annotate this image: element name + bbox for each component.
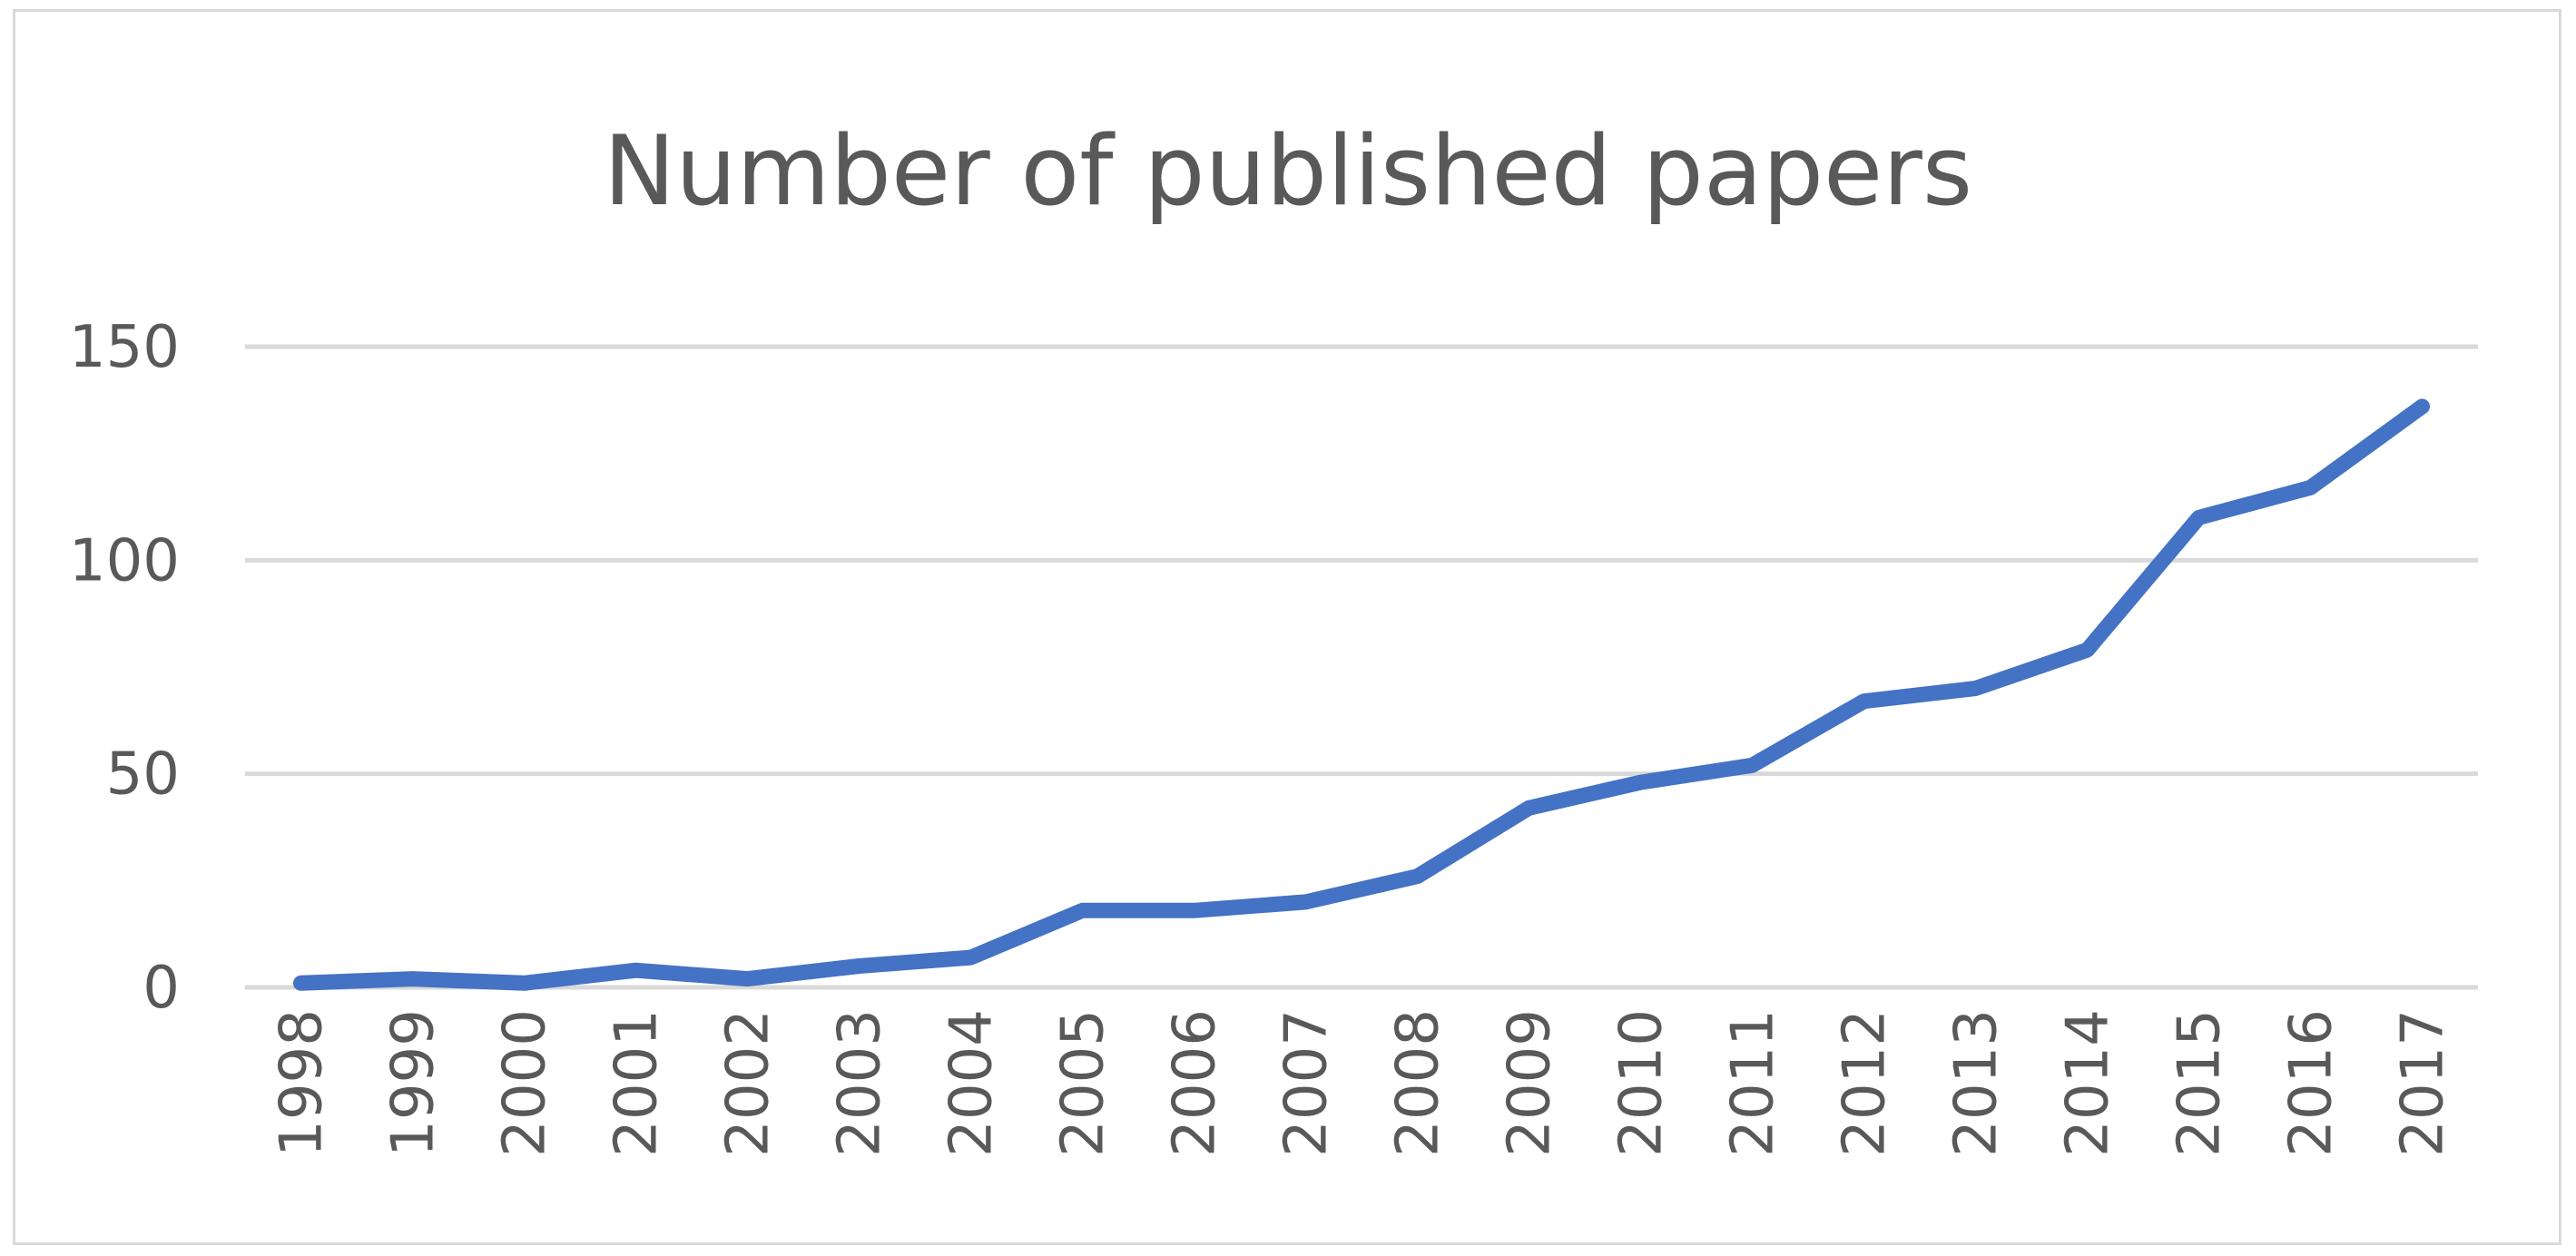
chart-title: Number of published papers bbox=[604, 115, 1972, 227]
x-tick-label: 2007 bbox=[1273, 1009, 1341, 1157]
x-tick-label: 2013 bbox=[1943, 1009, 2011, 1157]
y-tick-label: 0 bbox=[143, 955, 180, 1022]
x-tick-label: 2008 bbox=[1385, 1009, 1452, 1157]
x-axis: 1998 1999 2000 2001 2002 2003 2004 2005 2006 2007… bbox=[269, 1009, 2457, 1157]
x-tick-label: 2002 bbox=[715, 1009, 782, 1157]
series-line bbox=[293, 398, 2430, 991]
x-tick-label: 2003 bbox=[827, 1009, 894, 1157]
y-axis: 0 50 100 150 bbox=[69, 314, 180, 1022]
y-tick-label: 100 bbox=[69, 527, 180, 594]
series-layer bbox=[293, 398, 2430, 991]
x-tick-label: 2009 bbox=[1497, 1009, 1564, 1157]
y-tick-label: 150 bbox=[69, 314, 180, 381]
x-tick-label: 2010 bbox=[1608, 1009, 1676, 1157]
x-tick-label: 2014 bbox=[2055, 1009, 2122, 1157]
x-tick-label: 2001 bbox=[604, 1009, 671, 1157]
x-tick-label: 2006 bbox=[1162, 1009, 1229, 1157]
gridlines bbox=[245, 344, 2478, 990]
x-tick-label: 2000 bbox=[492, 1009, 559, 1157]
x-tick-label: 2016 bbox=[2278, 1009, 2345, 1157]
x-tick-label: 1998 bbox=[269, 1009, 336, 1157]
x-tick-label: 2017 bbox=[2390, 1009, 2457, 1157]
y-tick-label: 50 bbox=[106, 741, 180, 809]
x-tick-label: 2015 bbox=[2167, 1009, 2234, 1157]
x-tick-label: 2012 bbox=[1832, 1009, 1899, 1157]
x-tick-label: 2004 bbox=[939, 1009, 1006, 1157]
x-tick-label: 1999 bbox=[380, 1009, 447, 1157]
chart-frame bbox=[13, 9, 2561, 1245]
x-tick-label: 2005 bbox=[1050, 1009, 1117, 1157]
x-tick-label: 2011 bbox=[1720, 1009, 1787, 1157]
